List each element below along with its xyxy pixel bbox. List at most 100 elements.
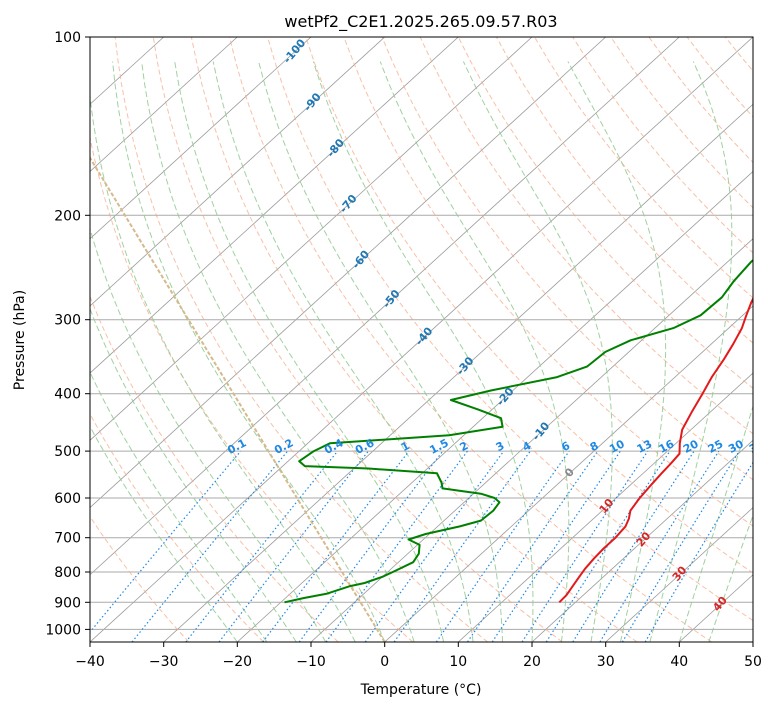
dry-adiabat-line <box>90 515 190 642</box>
moist-adiabat-line <box>312 61 534 642</box>
moist-adiabat-lines <box>90 61 753 642</box>
mixing-ratio-label: 20 <box>681 437 701 456</box>
mixing-ratio-labels: 0.1 0.2 0.4 0.6 1 1.5 2 3 4 6 8 10 13 16 20 25 30 36 <box>225 436 767 457</box>
mixing-ratio-label: 1.5 <box>427 436 450 457</box>
y-tick-label: 200 <box>54 208 81 224</box>
moist-adiabat-line <box>174 61 445 642</box>
dry-adiabat-line <box>381 37 753 481</box>
dry-adiabat-line <box>90 412 264 642</box>
moist-adiabat-line <box>678 404 753 642</box>
dry-adiabat-line <box>686 37 753 118</box>
y-tick-label: 800 <box>54 565 81 581</box>
mixing-ratio-line <box>393 450 531 642</box>
y-tick-label: 900 <box>54 595 81 611</box>
x-tick-label: 10 <box>449 654 467 670</box>
mixing-ratio-line <box>491 450 621 642</box>
x-tick-label: −40 <box>75 654 105 670</box>
isotherm-line <box>752 641 753 642</box>
y-tick-label: 1000 <box>45 622 81 638</box>
y-tick-label: 600 <box>54 491 81 507</box>
mixing-ratio-label: 0.1 <box>225 436 248 457</box>
mixing-ratio-label: 36 <box>747 437 767 456</box>
dry-adiabat-line <box>343 37 753 527</box>
moist-adiabat-line <box>462 61 613 642</box>
mixing-ratio-line <box>599 450 720 642</box>
mixing-ratio-label: 13 <box>635 437 655 456</box>
isotherm-line <box>90 37 459 374</box>
mixing-ratio-line <box>131 450 289 642</box>
dry-adiabat-label: -100 <box>281 36 309 66</box>
dry-adiabat-line <box>267 37 753 622</box>
isotherm-line <box>90 37 680 576</box>
mixing-ratio-label: 10 <box>607 437 627 456</box>
moist-adiabat-line <box>649 61 733 642</box>
dry-adiabat-line <box>572 37 753 254</box>
dry-adiabat-line <box>305 37 753 574</box>
mixing-ratio-line <box>325 450 468 642</box>
isotherm-line <box>384 305 753 642</box>
mixing-ratio-label: 30 <box>726 437 746 456</box>
dry-adiabat-line <box>114 37 488 642</box>
temperature-profile-line <box>558 296 753 604</box>
isotherm-line <box>90 37 606 509</box>
mixing-ratio-line <box>521 450 649 642</box>
mixing-ratio-label: 2 <box>458 439 471 454</box>
profile-series <box>284 258 753 604</box>
x-tick-label: −30 <box>149 654 179 670</box>
mixing-ratio-line <box>466 450 599 642</box>
x-axis-ticks: −40 −30 −20 −10 0 10 20 30 40 50 <box>75 642 762 670</box>
reference-curve <box>90 155 386 642</box>
isotherm-line <box>237 170 753 642</box>
mixing-ratio-line <box>545 450 671 642</box>
chart-title: wetPf2_C2E1.2025.265.09.57.R03 <box>284 12 557 32</box>
mixing-ratio-line <box>364 450 505 642</box>
mixing-ratio-line <box>218 450 369 642</box>
moist-adiabat-line <box>90 227 327 642</box>
moist-adiabat-line <box>90 370 268 642</box>
dewpoint-profile-line <box>284 258 753 604</box>
moist-adiabat-line <box>212 61 474 642</box>
x-tick-label: 30 <box>597 654 615 670</box>
y-tick-label: 500 <box>54 444 81 460</box>
dry-adiabat-line <box>229 37 712 642</box>
mixing-ratio-line <box>262 450 410 642</box>
dry-adiabat-line <box>190 37 638 642</box>
dry-adiabat-line <box>419 37 753 435</box>
moist-adiabat-line <box>258 61 503 642</box>
mixing-ratio-label: 0.2 <box>272 436 295 457</box>
x-tick-label: −20 <box>223 654 253 670</box>
mixing-ratio-line <box>572 450 695 642</box>
mixing-ratio-line <box>435 450 570 642</box>
x-axis-label: Temperature (°C) <box>360 682 482 698</box>
isotherm-line <box>163 103 753 642</box>
moist-adiabat-line <box>379 61 570 642</box>
isotherm-line <box>90 37 385 307</box>
isotherm-line <box>90 37 238 172</box>
moist-adiabat-line <box>90 425 238 642</box>
moist-adiabat-line <box>141 61 415 642</box>
mixing-ratio-label: 3 <box>494 439 507 454</box>
dry-adiabat-line <box>763 37 775 642</box>
moist-adiabat-line <box>90 91 356 642</box>
moist-adiabat-line <box>567 61 667 642</box>
isotherm-lines <box>90 37 753 642</box>
plot-area: -100-90-80-70-60-50-40-30-20-10010203040… <box>90 36 775 642</box>
y-tick-label: 300 <box>54 313 81 329</box>
y-tick-label: 400 <box>54 387 81 403</box>
moist-adiabat-line <box>708 513 753 642</box>
y-tick-label: 100 <box>54 30 81 46</box>
dry-adiabat-line <box>648 37 753 164</box>
y-tick-label: 700 <box>54 531 81 547</box>
mixing-ratio-label: 6 <box>559 439 572 454</box>
reference-line <box>90 155 386 642</box>
x-tick-label: 50 <box>744 654 762 670</box>
isobar-lines <box>90 37 753 630</box>
x-tick-label: 20 <box>523 654 541 670</box>
dry-adiabat-line <box>457 37 753 389</box>
isotherm-line <box>605 507 753 642</box>
x-tick-label: 0 <box>380 654 389 670</box>
x-tick-label: −10 <box>296 654 326 670</box>
dry-adiabat-line <box>90 135 414 642</box>
dry-adiabat-line <box>724 37 753 72</box>
